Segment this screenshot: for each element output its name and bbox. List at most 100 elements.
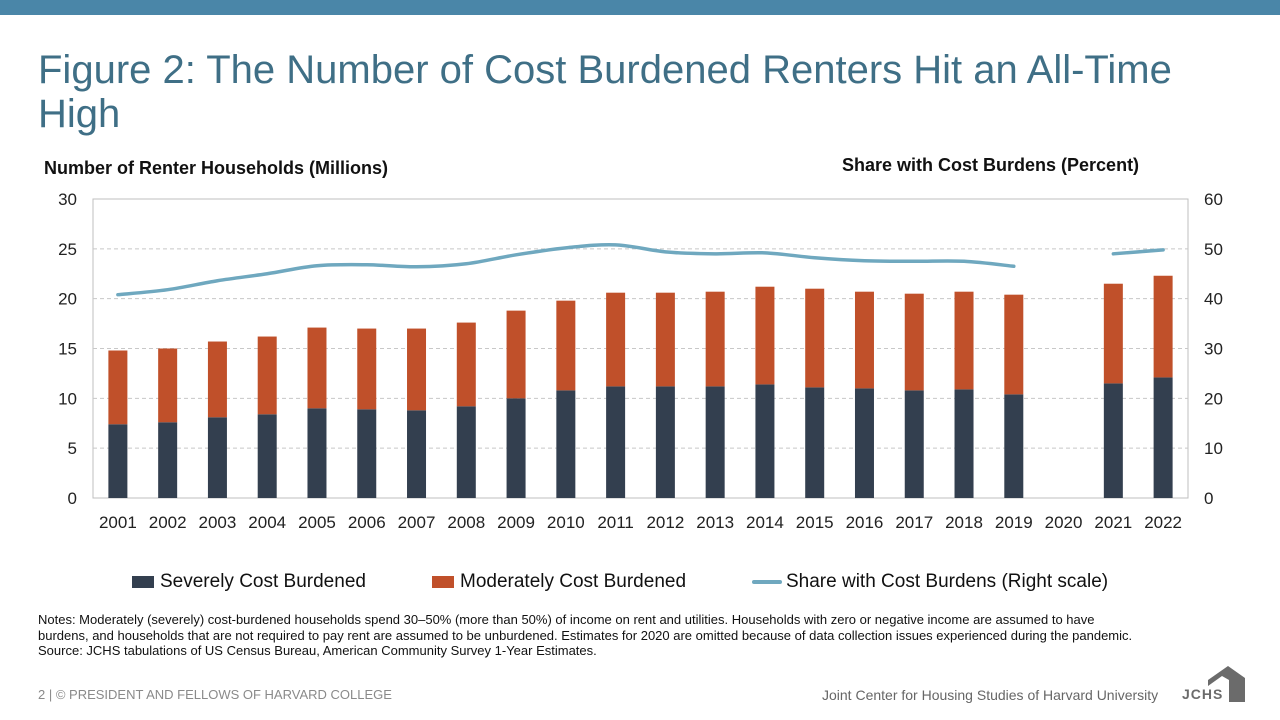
bar-severe-2010 <box>556 390 576 498</box>
legend-share-swatch <box>752 580 782 584</box>
left-tick-label: 25 <box>58 240 77 259</box>
source-text: Source: JCHS tabulations of US Census Bu… <box>38 643 597 658</box>
bar-severe-2002 <box>158 422 178 498</box>
stacked-bar-line-chart: 0 5 10 15 20 25 30 0 10 20 30 40 50 60 2001 2002 2003 200… <box>58 190 1223 532</box>
legend-severe: Severely Cost Burdened <box>132 571 366 593</box>
bar-severe-2006 <box>357 409 377 498</box>
x-tick-label-2006: 2006 <box>348 513 386 532</box>
bar-moderate-2014 <box>755 286 775 385</box>
bar-severe-2012 <box>655 386 675 498</box>
bar-severe-2018 <box>954 389 974 498</box>
bar-moderate-2009 <box>506 310 526 399</box>
bar-severe-2019 <box>1004 394 1024 498</box>
bar-moderate-2008 <box>456 322 476 407</box>
x-tick-label-2015: 2015 <box>796 513 834 532</box>
x-tick-label-2013: 2013 <box>696 513 734 532</box>
right-tick-label: 50 <box>1204 240 1223 259</box>
legend-share-label: Share with Cost Burdens (Right scale) <box>786 571 1109 592</box>
bar-severe-2007 <box>407 410 427 498</box>
left-tick-label: 10 <box>58 389 77 408</box>
legend-share: Share with Cost Burdens (Right scale) <box>752 571 1108 593</box>
bar-moderate-2019 <box>1004 294 1024 395</box>
x-tick-label-2005: 2005 <box>298 513 336 532</box>
bar-moderate-2017 <box>904 293 924 391</box>
bar-severe-2008 <box>456 406 476 498</box>
bar-severe-2014 <box>755 384 775 498</box>
bar-moderate-2018 <box>954 291 974 390</box>
top-accent-bar <box>0 0 1280 15</box>
legend-moderate-swatch <box>432 576 454 588</box>
x-tick-label-2008: 2008 <box>447 513 485 532</box>
bar-moderate-2006 <box>357 328 377 410</box>
bar-moderate-2012 <box>655 292 675 387</box>
bar-moderate-2005 <box>307 327 327 409</box>
left-tick-label: 5 <box>68 439 77 458</box>
bar-severe-2016 <box>854 388 874 498</box>
bar-moderate-2022 <box>1153 275 1173 378</box>
footer-organization: Joint Center for Housing Studies of Harv… <box>822 687 1159 703</box>
bar-severe-2015 <box>805 387 825 498</box>
legend-severe-label: Severely Cost Burdened <box>160 571 366 592</box>
right-tick-label: 0 <box>1204 489 1213 508</box>
bar-moderate-2001 <box>108 350 128 425</box>
bar-moderate-2011 <box>606 292 626 387</box>
bar-severe-2021 <box>1103 383 1123 498</box>
x-tick-label-2012: 2012 <box>646 513 684 532</box>
bar-severe-2001 <box>108 424 128 498</box>
bar-moderate-2015 <box>805 288 825 388</box>
right-tick-label: 60 <box>1204 190 1223 209</box>
legend-severe-swatch <box>132 576 154 588</box>
footer-copyright: 2 | © PRESIDENT AND FELLOWS OF HARVARD C… <box>38 687 392 702</box>
chart-notes: Notes: Moderately (severely) cost-burden… <box>38 612 1138 659</box>
x-tick-label-2022: 2022 <box>1144 513 1182 532</box>
right-tick-label: 20 <box>1204 389 1223 408</box>
right-tick-label: 10 <box>1204 439 1223 458</box>
bar-moderate-2010 <box>556 300 576 391</box>
bar-severe-2011 <box>606 386 626 498</box>
share-line-segment-1 <box>116 242 1016 297</box>
right-tick-label: 30 <box>1204 340 1223 359</box>
left-tick-label: 15 <box>58 340 77 359</box>
x-tick-label-2014: 2014 <box>746 513 784 532</box>
bar-severe-2022 <box>1153 377 1173 498</box>
right-tick-label: 40 <box>1204 290 1223 309</box>
x-tick-label-2016: 2016 <box>846 513 884 532</box>
bar-moderate-2013 <box>705 291 725 387</box>
left-tick-label: 20 <box>58 290 77 309</box>
legend-moderate: Moderately Cost Burdened <box>432 571 686 593</box>
page-title: Figure 2: The Number of Cost Burdened Re… <box>38 48 1172 136</box>
x-tick-label-2021: 2021 <box>1094 513 1132 532</box>
bar-severe-2017 <box>904 390 924 498</box>
right-axis-title: Share with Cost Burdens (Percent) <box>842 155 1140 175</box>
share-line-segment-2 <box>1111 248 1165 256</box>
bar-moderate-2004 <box>257 336 277 415</box>
bar-severe-2003 <box>207 417 227 498</box>
bar-severe-2005 <box>307 408 327 498</box>
bar-severe-2009 <box>506 398 526 498</box>
left-tick-label: 30 <box>58 190 77 209</box>
x-tick-label-2004: 2004 <box>248 513 286 532</box>
x-tick-label-2007: 2007 <box>398 513 436 532</box>
x-tick-label-2001: 2001 <box>99 513 137 532</box>
legend-moderate-label: Moderately Cost Burdened <box>460 571 687 592</box>
bar-moderate-2002 <box>158 348 178 423</box>
left-tick-label: 0 <box>68 489 77 508</box>
bar-moderate-2016 <box>854 291 874 389</box>
bar-moderate-2007 <box>407 328 427 411</box>
left-axis-title: Number of Renter Households (Millions) <box>44 158 389 178</box>
x-tick-label-2011: 2011 <box>597 513 634 532</box>
x-tick-label-2019: 2019 <box>995 513 1033 532</box>
x-tick-label-2017: 2017 <box>895 513 933 532</box>
x-tick-label-2018: 2018 <box>945 513 983 532</box>
bar-severe-2013 <box>705 386 725 498</box>
x-tick-label-2002: 2002 <box>149 513 187 532</box>
x-tick-label-2020: 2020 <box>1045 513 1083 532</box>
notes-text: Notes: Moderately (severely) cost-burden… <box>38 612 1133 643</box>
house-logo-icon <box>1208 666 1245 702</box>
x-tick-label-2009: 2009 <box>497 513 535 532</box>
jchs-logo: JCHS <box>1182 664 1248 704</box>
logo-text: JCHS <box>1182 686 1224 702</box>
x-tick-label-2003: 2003 <box>199 513 237 532</box>
x-tick-label-2010: 2010 <box>547 513 585 532</box>
bar-moderate-2021 <box>1103 283 1123 384</box>
